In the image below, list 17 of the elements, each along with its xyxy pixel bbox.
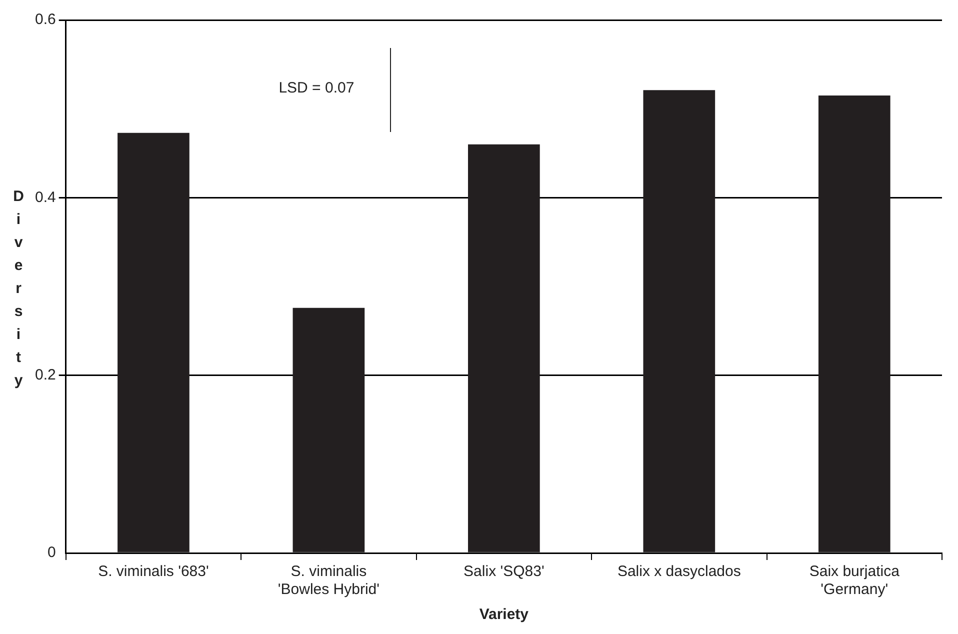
- bar: [468, 144, 540, 552]
- x-tick-label: Salix 'SQ83': [464, 563, 544, 580]
- x-tick-label: Saix burjatica 'Germany': [809, 563, 900, 598]
- y-tick-label: 0.6: [34, 11, 56, 28]
- y-tick-label: 0.4: [34, 188, 56, 206]
- x-axis-title: Variety: [479, 606, 530, 624]
- y-tick-label: 0: [48, 544, 56, 562]
- y-tick-label: 0.2: [34, 366, 56, 384]
- x-tick-label: S. viminalis '683': [98, 563, 209, 580]
- x-tick-label: S. viminalis 'Bowles Hybrid': [278, 563, 380, 598]
- bar: [292, 308, 365, 552]
- bar: [118, 132, 190, 552]
- y-axis-title: Diversity: [10, 188, 27, 395]
- bar: [643, 90, 716, 552]
- annotation: LSD = 0.07: [278, 79, 354, 96]
- bar: [818, 96, 890, 552]
- x-tick-label: Salix x dasyclados: [617, 563, 741, 580]
